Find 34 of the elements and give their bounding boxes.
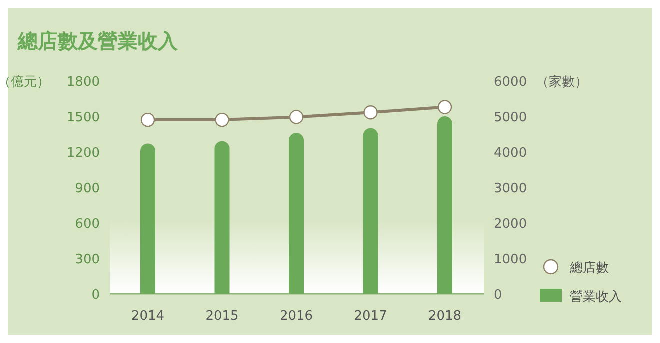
bar [214,141,230,294]
bar [438,116,452,294]
y2-axis-title: （家數） [536,74,588,90]
bar [140,144,156,294]
y-tick-label: 1500 [66,110,100,126]
x-tick-label: 2018 [428,309,462,324]
x-tick-label: 2015 [206,309,239,324]
y-tick-label: 1200 [66,146,100,161]
y-tick-label: 900 [75,182,100,196]
point [364,105,378,120]
y2-tick-label: 0 [494,288,502,303]
legend-label: 營業收入 [570,290,622,305]
y2-tick-label: 2000 [494,217,528,232]
y-tick-label: 600 [75,217,100,232]
legend-label: 總店數 [569,260,609,276]
x-tick-label: 2016 [280,309,314,324]
y2-tick-label: 6000 [494,75,528,90]
y-axis-title: （億元） [0,75,50,90]
y2-tick-label: 3000 [494,182,528,196]
y-tick-label: 0 [92,288,100,303]
y-tick-label: 1800 [66,75,100,90]
chart-title: 總店數及營業收入 [17,29,179,53]
point [140,112,156,128]
y-tick-label: 300 [75,252,100,268]
bar [363,128,378,294]
y2-tick-label: 4000 [494,146,528,161]
bar [289,133,304,294]
y2-tick-label: 1000 [494,252,528,268]
point [438,100,452,114]
point [215,112,230,128]
x-tick-label: 2014 [131,309,165,324]
point [289,110,304,124]
x-tick-label: 2017 [354,309,388,324]
y2-tick-label: 5000 [494,110,528,126]
